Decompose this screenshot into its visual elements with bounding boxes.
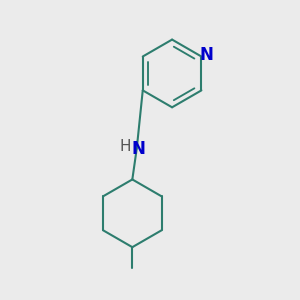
Text: N: N bbox=[131, 140, 145, 158]
Text: N: N bbox=[199, 46, 213, 64]
Text: H: H bbox=[120, 139, 131, 154]
